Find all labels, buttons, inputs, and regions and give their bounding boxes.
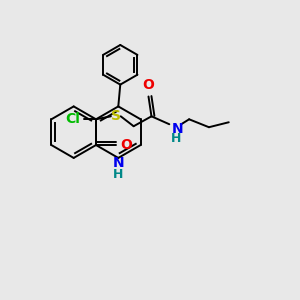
Text: O: O (142, 77, 154, 92)
Text: Cl: Cl (65, 112, 80, 126)
Text: N: N (171, 122, 183, 136)
Text: H: H (171, 132, 182, 145)
Text: S: S (111, 109, 121, 123)
Text: N: N (112, 156, 124, 170)
Text: O: O (120, 138, 132, 152)
Text: H: H (113, 168, 124, 181)
